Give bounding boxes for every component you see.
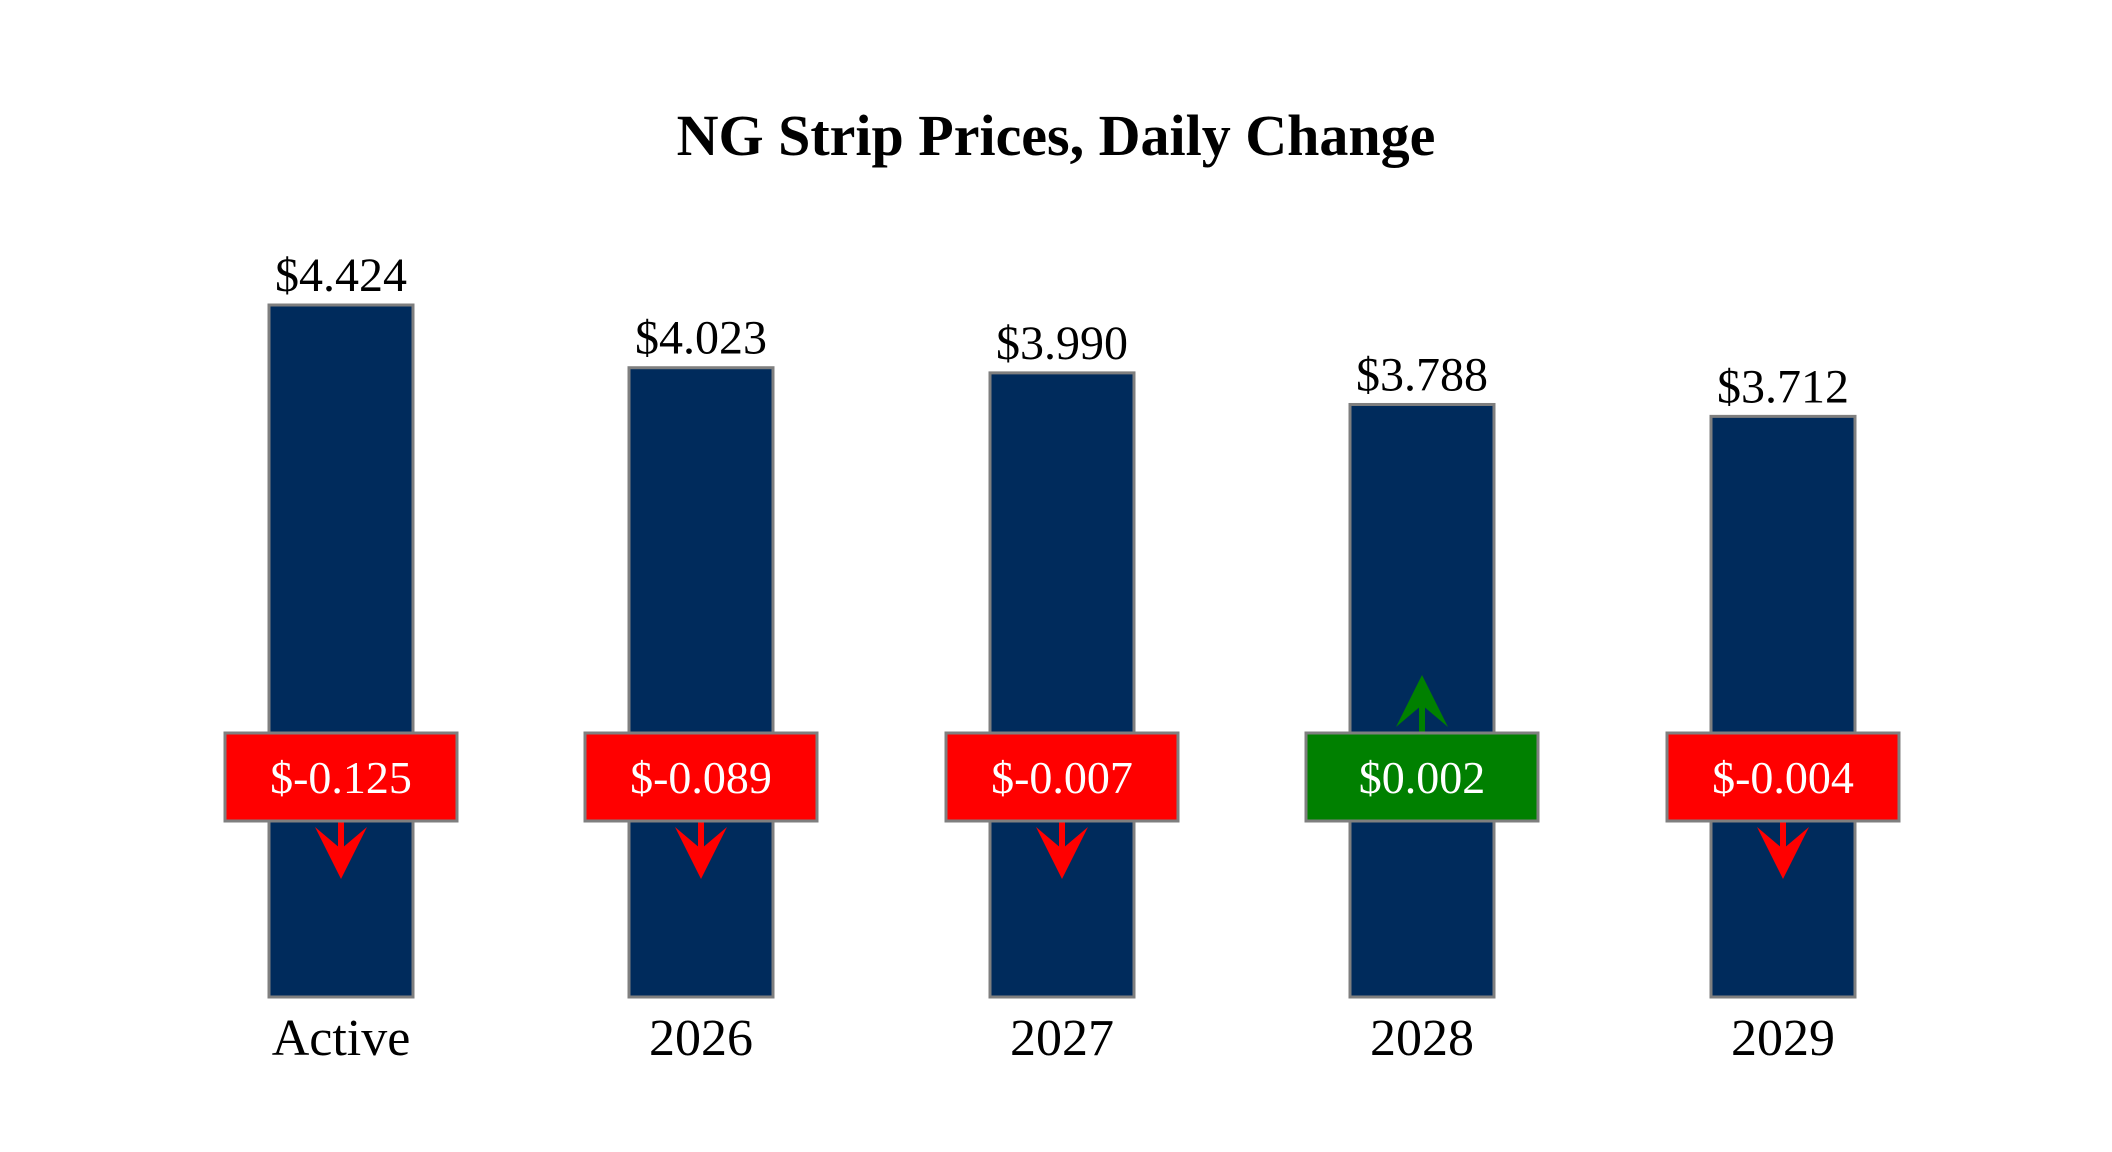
value-label-active: $4.424 bbox=[275, 249, 407, 302]
bar-2027 bbox=[988, 371, 1136, 999]
value-label-2027: $3.990 bbox=[996, 317, 1128, 370]
change-box bbox=[944, 731, 1180, 823]
change-layer: $-0.125 $-0.089 $-0.007 $0.002 $-0.004 bbox=[223, 675, 1901, 879]
change-indicator-2026: $-0.089 bbox=[583, 731, 819, 879]
category-label-2027: 2027 bbox=[1010, 1010, 1114, 1067]
category-label-active: Active bbox=[272, 1010, 411, 1067]
change-label-2029: $-0.004 bbox=[1712, 752, 1854, 803]
change-indicator-2029: $-0.004 bbox=[1665, 731, 1901, 879]
change-label-2028: $0.002 bbox=[1359, 752, 1486, 803]
category-labels-layer: Active 2026 2027 2028 2029 bbox=[272, 1010, 1835, 1067]
change-box bbox=[1304, 731, 1540, 823]
value-label-2029: $3.712 bbox=[1717, 360, 1849, 413]
category-label-2026: 2026 bbox=[649, 1010, 753, 1067]
arrow-down-icon bbox=[315, 821, 367, 879]
bar-2026 bbox=[627, 366, 775, 999]
change-indicator-2028: $0.002 bbox=[1304, 675, 1540, 823]
category-label-2029: 2029 bbox=[1731, 1010, 1835, 1067]
category-label-2028: 2028 bbox=[1370, 1010, 1474, 1067]
arrow-up-icon bbox=[1396, 675, 1448, 733]
chart-title: NG Strip Prices, Daily Change bbox=[677, 103, 1436, 168]
change-label-active: $-0.125 bbox=[270, 752, 412, 803]
bars-layer bbox=[267, 303, 1857, 999]
value-labels-layer: $4.424 $4.023 $3.990 $3.788 $3.712 bbox=[275, 249, 1849, 413]
change-indicator-active: $-0.125 bbox=[223, 731, 459, 879]
bar-2029 bbox=[1709, 414, 1857, 999]
value-label-2026: $4.023 bbox=[635, 312, 767, 365]
arrow-down-icon bbox=[1036, 821, 1088, 879]
change-box bbox=[1665, 731, 1901, 823]
change-label-2026: $-0.089 bbox=[630, 752, 772, 803]
bar-active bbox=[267, 303, 415, 999]
change-label-2027: $-0.007 bbox=[991, 752, 1133, 803]
change-box bbox=[223, 731, 459, 823]
change-box bbox=[583, 731, 819, 823]
arrow-down-icon bbox=[1757, 821, 1809, 879]
arrow-down-icon bbox=[675, 821, 727, 879]
value-label-2028: $3.788 bbox=[1356, 348, 1488, 401]
change-indicator-2027: $-0.007 bbox=[944, 731, 1180, 879]
